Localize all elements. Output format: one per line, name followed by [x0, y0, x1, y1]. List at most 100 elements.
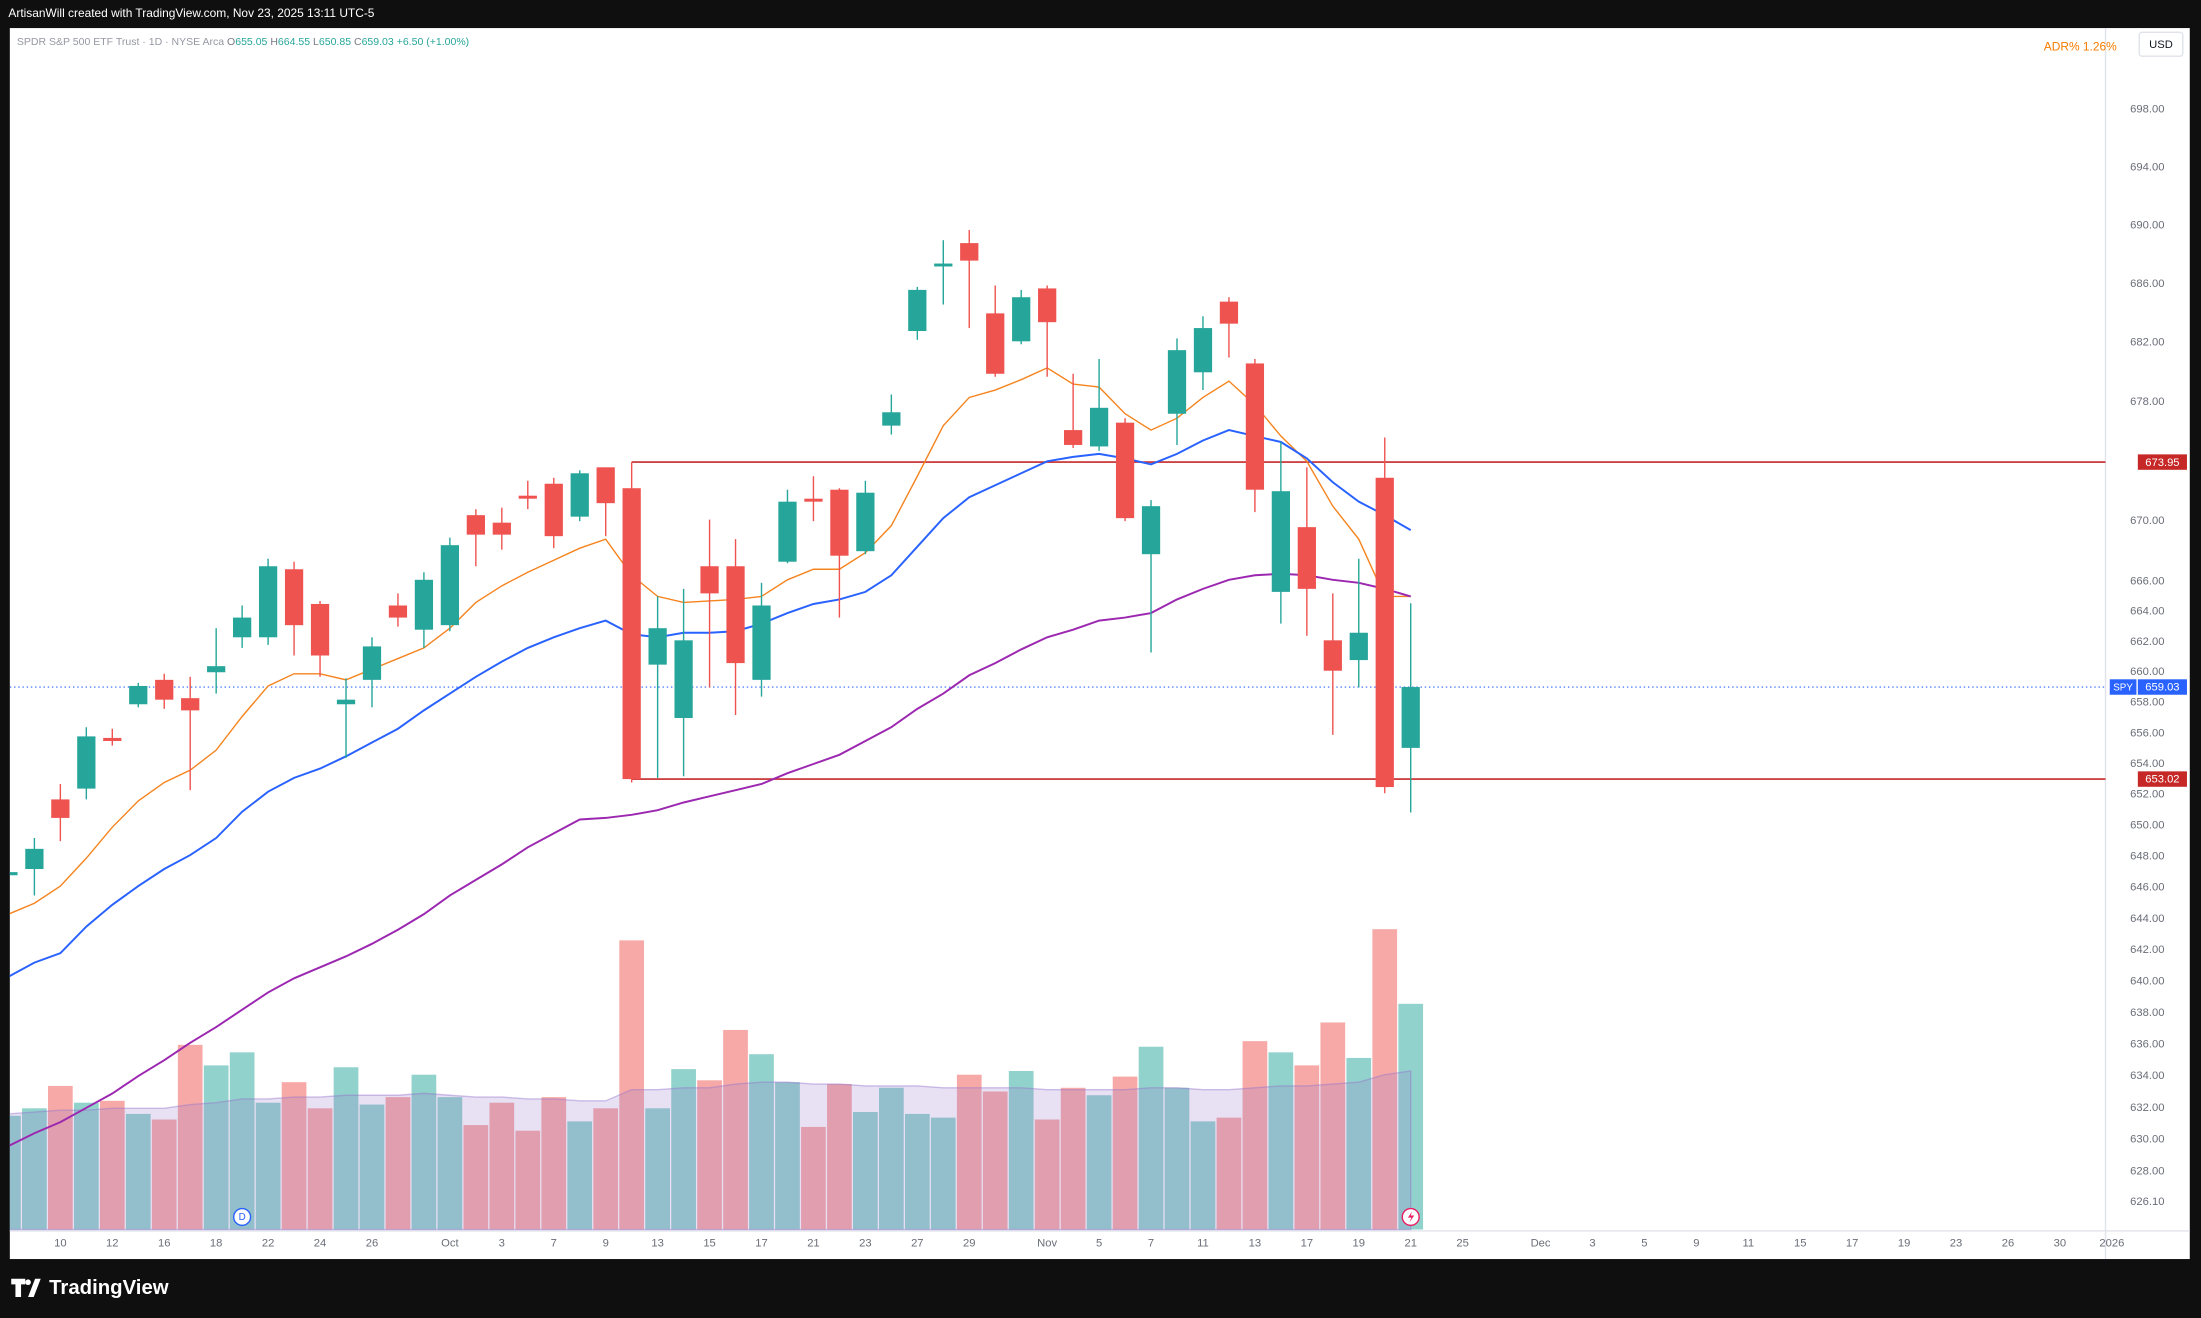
- x-tick-label: 25: [1456, 1238, 1468, 1250]
- y-tick-label: 648.00: [2130, 851, 2164, 863]
- y-tick-label: 666.00: [2130, 575, 2164, 587]
- y-tick-label: 690.00: [2130, 220, 2164, 232]
- candle-body: [1297, 527, 1316, 589]
- x-tick-label: 24: [314, 1238, 326, 1250]
- candle-body: [622, 488, 641, 780]
- x-tick-label: 29: [963, 1238, 975, 1250]
- x-tick-label: 15: [703, 1238, 715, 1250]
- candle-body: [492, 522, 511, 535]
- candle-body: [778, 501, 797, 562]
- candle-body: [804, 498, 823, 502]
- candle-body: [233, 617, 252, 638]
- x-tick-label: 26: [2002, 1238, 2014, 1250]
- logo-dot: [25, 1279, 31, 1286]
- level-label-box: [2137, 771, 2187, 787]
- logo-icon: [11, 1278, 41, 1297]
- y-tick-label: 646.00: [2130, 882, 2164, 894]
- volume-bar: [930, 1117, 956, 1230]
- symbol-label: SPY: [2113, 682, 2133, 693]
- volume-bar: [904, 1113, 930, 1230]
- volume-bar: [515, 1130, 541, 1230]
- volume-bar: [827, 1084, 852, 1230]
- volume-bar: [801, 1126, 826, 1230]
- last-price-box: [2137, 679, 2187, 695]
- currency[interactable]: USD: [2149, 39, 2173, 51]
- dividend-marker: [233, 1207, 252, 1227]
- brand-name: TradingView: [49, 1277, 169, 1299]
- candle-body: [103, 737, 122, 741]
- volume-bar: [229, 1052, 255, 1230]
- volume-bar: [593, 1108, 619, 1230]
- x-tick-label: 15: [1794, 1238, 1806, 1250]
- y-tick-label: 660.00: [2130, 666, 2164, 678]
- candle-body: [51, 799, 70, 818]
- volume-bar: [73, 1102, 99, 1230]
- candle-body: [336, 699, 356, 705]
- y-tick-label: 686.00: [2130, 278, 2164, 290]
- legend: SPDR S&P 500 ETF Trust · 1D · NYSE Arca …: [17, 36, 469, 48]
- candle-body: [1141, 506, 1161, 555]
- volume-bar: [255, 1102, 281, 1230]
- y-tick-label: 640.00: [2130, 975, 2164, 987]
- volume-bar: [982, 1091, 1008, 1230]
- candle-body: [1167, 350, 1187, 414]
- volume-bar: [385, 1097, 411, 1230]
- volume-bar: [1138, 1046, 1164, 1230]
- volume-bar: [151, 1119, 177, 1230]
- x-tick-label: Dec: [1531, 1238, 1551, 1250]
- volume-bar: [1320, 1022, 1346, 1230]
- y-tick-label: 628.00: [2130, 1166, 2164, 1178]
- x-tick-label: 19: [1353, 1238, 1365, 1250]
- candle-body: [1064, 430, 1083, 445]
- level-label: 673.95: [2145, 457, 2179, 469]
- legend-open: 655.05: [235, 36, 267, 48]
- volume-bar: [1372, 929, 1398, 1230]
- x-tick-label: 21: [1404, 1238, 1416, 1250]
- volume-bar: [749, 1054, 774, 1230]
- candle-body: [674, 640, 693, 719]
- x-tick-label: 5: [1096, 1238, 1102, 1250]
- indicator: ADR% 1.26%: [2044, 40, 2117, 54]
- candle-body: [362, 646, 382, 680]
- volume-bar: [281, 1082, 307, 1230]
- volume-bar: [1190, 1121, 1216, 1230]
- x-tick-label: 7: [551, 1238, 557, 1250]
- symbol-label-box: [2109, 679, 2137, 695]
- y-tick-label: 632.00: [2130, 1102, 2164, 1114]
- candle-body: [9, 872, 18, 876]
- volume-bar: [541, 1097, 567, 1230]
- volume-bar: [1086, 1095, 1112, 1230]
- candle-body: [1012, 297, 1031, 342]
- candle-body: [77, 736, 96, 789]
- candle-body: [700, 566, 719, 594]
- legend-letter: C: [354, 36, 362, 48]
- candle-body: [648, 628, 667, 665]
- x-tick-label: 23: [859, 1238, 871, 1250]
- y-tick-label: 654.00: [2130, 758, 2164, 770]
- y-tick-label: 664.00: [2130, 606, 2164, 618]
- volume-bar: [22, 1108, 47, 1230]
- x-tick-label: 11: [1197, 1238, 1209, 1250]
- x-tick-label: 16: [158, 1238, 170, 1250]
- candle-body: [1038, 288, 1057, 323]
- currency-button[interactable]: [2138, 31, 2184, 57]
- plot: D: [9, 229, 2106, 1231]
- candle-body: [856, 492, 875, 552]
- candle-body: [1115, 422, 1135, 519]
- x-tick-label: Nov: [1037, 1238, 1057, 1250]
- dividend-letter: D: [239, 1212, 246, 1223]
- candle-body: [25, 848, 44, 870]
- candle-body: [882, 412, 901, 426]
- candle-body: [414, 579, 434, 630]
- y-tick-label: 644.00: [2130, 913, 2164, 925]
- candle-body: [388, 605, 408, 618]
- candle-body: [1349, 632, 1368, 661]
- candle-body: [960, 243, 979, 261]
- volume-bar: [1112, 1076, 1138, 1230]
- legend-letter: O: [227, 36, 235, 48]
- x-tick-label: 7: [1148, 1238, 1154, 1250]
- candle-body: [908, 289, 927, 332]
- volume-bar: [775, 1082, 800, 1230]
